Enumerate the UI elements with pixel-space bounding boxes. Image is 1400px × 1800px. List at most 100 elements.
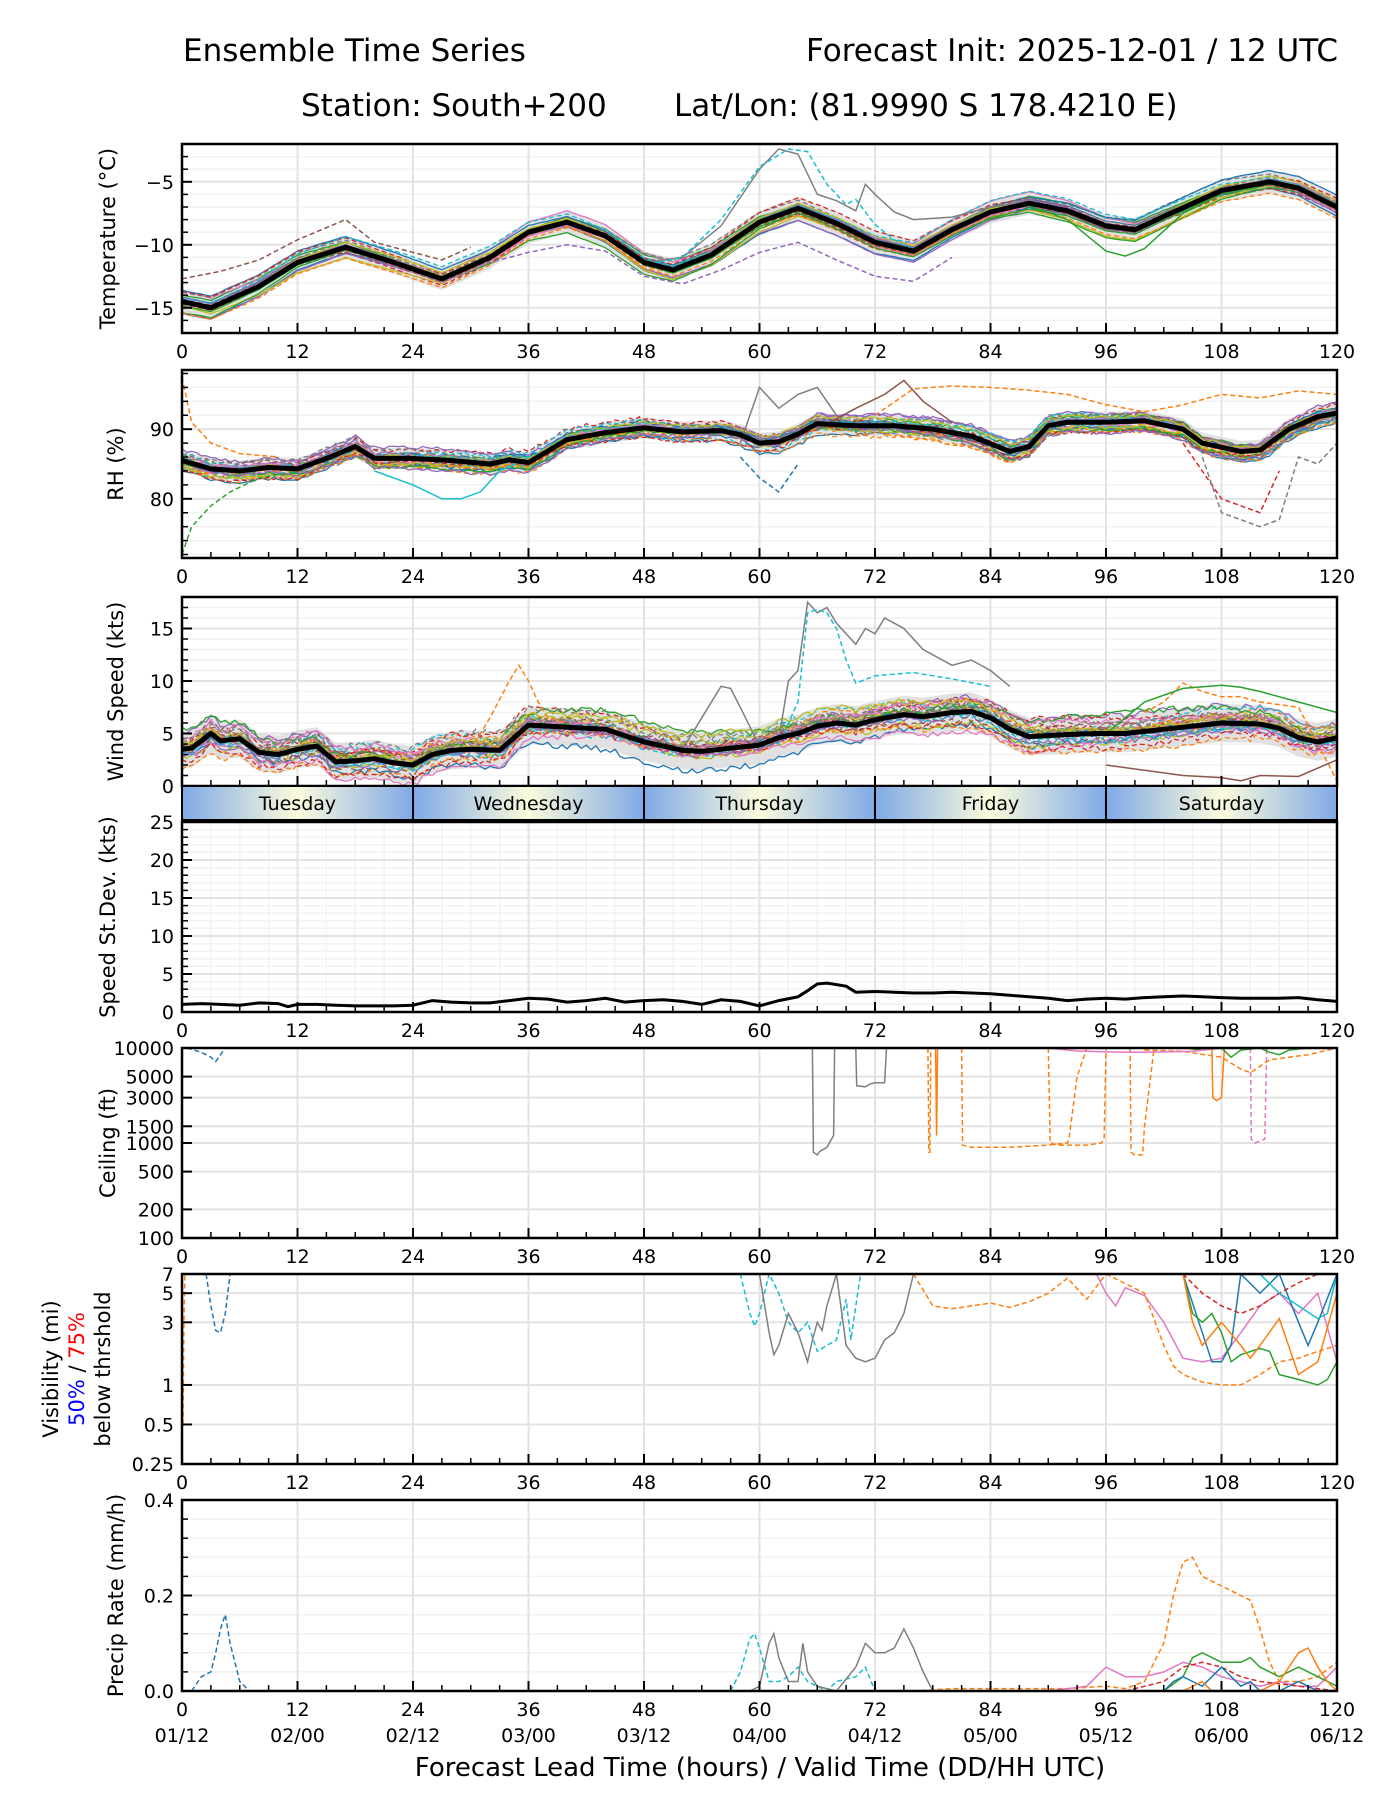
day-label: Saturday xyxy=(1179,793,1265,815)
series-group xyxy=(182,376,1337,555)
y-tick-label: 1 xyxy=(162,1375,174,1397)
x-tick-label: 0 xyxy=(176,341,188,363)
x-tick-label: 60 xyxy=(747,1699,771,1721)
y-tick-label: 0.0 xyxy=(144,1681,174,1703)
y-tick-label: 1000 xyxy=(126,1133,174,1155)
member-line xyxy=(1259,1274,1337,1320)
day-label: Tuesday xyxy=(258,793,336,815)
x-tick-label: 120 xyxy=(1319,341,1355,363)
x-tick-label: 120 xyxy=(1319,1472,1355,1494)
panel-wind-speed: 0 5 10 15 Wind Speed (kts) xyxy=(104,595,1339,798)
member-line xyxy=(1182,1646,1337,1691)
x-tick-label: 36 xyxy=(516,1472,540,1494)
member-line xyxy=(811,1048,836,1156)
x-axis-label: Forecast Lead Time (hours) / Valid Time … xyxy=(415,1753,1105,1783)
ensemble-outlier-line xyxy=(182,376,279,458)
y-tick-label: 500 xyxy=(138,1162,174,1184)
ensemble-member-line xyxy=(182,185,1337,320)
x-tick-label: 24 xyxy=(401,1020,425,1042)
member-line xyxy=(1182,1274,1337,1363)
ensemble-outlier-line xyxy=(1105,684,1337,735)
series-group xyxy=(182,600,1337,786)
ensemble-member-line xyxy=(182,415,1337,477)
gridlines xyxy=(181,596,1338,787)
x-tick-label: 72 xyxy=(863,1472,887,1494)
y-axis-label: Ceiling (ft) xyxy=(96,1088,120,1198)
ensemble-outlier-line xyxy=(1105,759,1337,782)
x-tick-label: 24 xyxy=(401,1246,425,1268)
panel-rh: 80 90 0 12 24 36 48 60 72 84 96 108 120 RH (%) xyxy=(104,368,1355,588)
ensemble-outlier-line xyxy=(470,241,953,285)
ensemble-member-line xyxy=(182,179,1337,302)
ensemble-outlier-line xyxy=(739,456,799,493)
gridlines xyxy=(181,143,1338,334)
x-tick-label: 48 xyxy=(632,1699,656,1721)
x-tick-label: 108 xyxy=(1203,341,1239,363)
x-tick-label: 84 xyxy=(978,1699,1002,1721)
y-tick-label: −10 xyxy=(134,235,174,257)
day-segment xyxy=(644,786,875,820)
threshold-50-label: 50% xyxy=(65,1379,89,1426)
y-axis-label: RH (%) xyxy=(104,427,128,500)
x-axis: 0 12 24 36 48 60 72 84 96 108 120 xyxy=(176,323,1355,363)
x-tick-label: 60 xyxy=(747,1472,771,1494)
y-tick-label: 5 xyxy=(162,1283,174,1305)
ensemble-outlier-line xyxy=(374,456,529,500)
gridlines xyxy=(181,1047,1338,1239)
y-tick-label: 20 xyxy=(150,850,174,872)
member-line xyxy=(1182,1274,1337,1376)
chart-title: Ensemble Time Series xyxy=(183,33,526,69)
x-tick-label: 12 xyxy=(285,1020,309,1042)
valid-time-label: 01/12 xyxy=(155,1725,210,1747)
y-axis: 0.0 0.2 0.4 xyxy=(144,1490,192,1703)
day-segment xyxy=(875,786,1106,820)
valid-time-label: 04/12 xyxy=(848,1725,903,1747)
y-tick-label: −5 xyxy=(146,172,174,194)
ensemble-member-line xyxy=(182,697,1337,756)
x-tick-label: 48 xyxy=(632,341,656,363)
day-segment xyxy=(1106,786,1337,820)
valid-time-label: 05/00 xyxy=(963,1725,1018,1747)
x-tick-label: 72 xyxy=(863,341,887,363)
ensemble-outlier-line xyxy=(470,663,568,750)
day-band-frame xyxy=(181,785,1338,821)
y-tick-label: 3 xyxy=(162,1312,174,1334)
member-line xyxy=(913,1556,1337,1691)
member-line xyxy=(1129,1048,1155,1156)
x-tick-label: 120 xyxy=(1319,566,1355,588)
x-tick-label: 12 xyxy=(285,1246,309,1268)
gridlines xyxy=(181,821,1338,1013)
y-axis: −15 −10 −5 xyxy=(134,143,192,334)
y-axis: 0 5 10 15 20 25 xyxy=(150,812,192,1024)
x-axis: 0 12 24 36 48 60 72 84 96 108 120 xyxy=(176,1681,1355,1721)
x-tick-label: 24 xyxy=(401,341,425,363)
member-line xyxy=(1095,1274,1337,1363)
y-tick-label: −15 xyxy=(134,298,174,320)
x-tick-label: 108 xyxy=(1203,1699,1239,1721)
x-tick-label: 84 xyxy=(978,1246,1002,1268)
valid-time-label: 05/12 xyxy=(1079,1725,1134,1747)
threshold-75-label: 75% xyxy=(65,1312,89,1359)
member-line xyxy=(182,1274,186,1425)
x-tick-label: 12 xyxy=(285,1472,309,1494)
day-label: Friday xyxy=(962,793,1020,815)
x-tick-label: 36 xyxy=(516,341,540,363)
x-tick-label: 60 xyxy=(747,1020,771,1042)
valid-time-label: 04/00 xyxy=(732,1725,787,1747)
series-group xyxy=(182,1274,1337,1425)
x-tick-label: 24 xyxy=(401,1472,425,1494)
member-line xyxy=(1211,1048,1226,1102)
member-line xyxy=(729,1632,876,1691)
x-tick-label: 24 xyxy=(401,566,425,588)
series-group xyxy=(190,1556,1337,1691)
ensemble-member-line xyxy=(182,414,1337,482)
y-tick-label: 0 xyxy=(162,776,174,798)
x-tick-label: 0 xyxy=(176,1020,188,1042)
station-latlon: Lat/Lon: (81.9990 S 178.4210 E) xyxy=(674,88,1178,124)
x-tick-label: 0 xyxy=(176,1246,188,1268)
panel-precip-rate: 0.0 0.2 0.4 0 12 24 36 48 60 72 84 96 108 120 Precip R… xyxy=(104,1490,1355,1721)
ensemble-outlier-line xyxy=(1182,442,1280,514)
y-tick-label: 0.5 xyxy=(144,1414,174,1436)
